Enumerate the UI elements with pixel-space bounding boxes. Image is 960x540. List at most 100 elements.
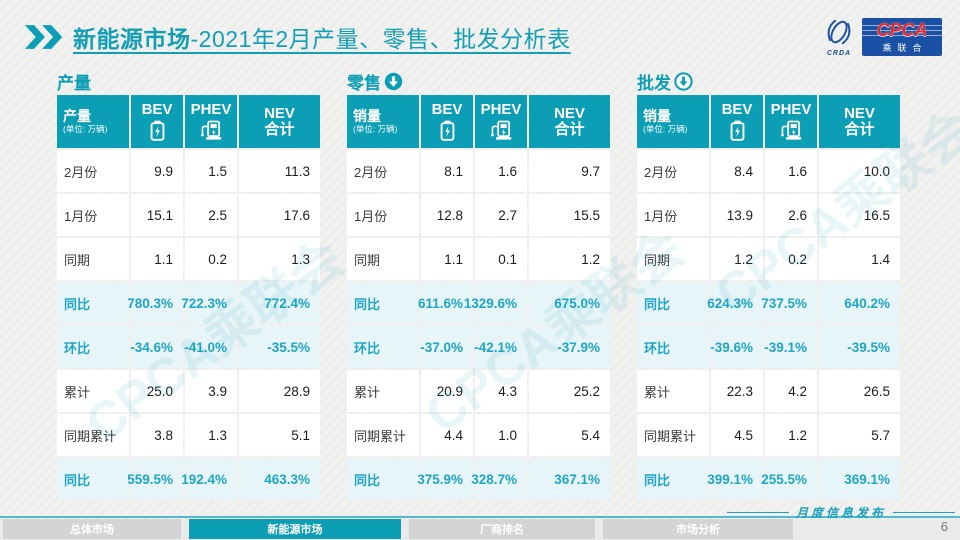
column-label: PHEV [480,100,522,118]
charging-station-icon [200,119,222,142]
battery-icon [148,119,167,142]
cell-value: 3.9 [185,370,237,412]
production-data-table: 产量 (单位: 万辆) BEV PHEV NEV 合计 2月份 9.9 1.5 11.3 1月份 15… [57,95,322,500]
row-header-cell: 产量 (单位: 万辆) [57,95,129,148]
cell-value: 1.1 [421,238,473,280]
cell-value: 4.5 [711,414,763,456]
column-header-nev: NEV 合计 [239,95,320,148]
footer-brand: 月度信息发布 [726,504,955,521]
battery-icon [438,119,457,142]
cell-value: -41.0% [184,326,237,368]
column-header-nev: NEV 合计 [529,95,610,148]
cell-value: 1.6 [765,150,817,192]
cell-value: 1.5 [185,150,237,192]
column-sublabel: 合计 [554,120,585,138]
cell-value: 2.5 [185,194,237,236]
cell-value: 0.2 [765,238,817,280]
tab-oem-ranking[interactable]: 厂商排名 [409,519,595,539]
cell-value: 624.3% [707,282,763,324]
column-header-phev: PHEV [185,95,237,148]
column-label: PHEV [770,100,812,118]
retail-data-table: 销量 (单位: 万辆) BEV PHEV NEV 合计 2月份 8.1 1.6 9.7 1月份 12.… [347,95,612,500]
cell-value: 5.4 [529,414,610,456]
cell-value: -39.5% [819,326,900,368]
cell-value: 16.5 [819,194,900,236]
cell-value: 15.1 [131,194,183,236]
row-header-label: 销量 [353,107,381,124]
column-label: PHEV [190,100,232,118]
cell-value: 1.4 [819,238,900,280]
column-label: BEV [721,100,753,118]
cell-value: 4.4 [421,414,473,456]
wholesale-data-table: 销量 (单位: 万辆) BEV PHEV NEV 合计 2月份 8.4 1.6 10.0 1月份 13… [637,95,902,500]
column-sublabel: 合计 [264,120,295,138]
cell-value: 463.3% [239,458,320,500]
cell-value: -39.6% [710,326,763,368]
footer-divider [0,516,960,518]
column-header-bev: BEV [421,95,473,148]
row-header-cell: 销量 (单位: 万辆) [637,95,709,148]
cell-value: 20.9 [421,370,473,412]
row-header-label: 产量 [63,107,91,124]
brand-line-right [893,512,955,513]
row-label: 2月份 [637,150,709,192]
page-number: 6 [940,519,948,534]
tab-market-analysis[interactable]: 市场分析 [603,519,793,539]
crda-mark: CRDA [821,17,857,57]
row-label: 累计 [347,370,419,412]
cell-value: 4.3 [475,370,527,412]
cpca-subtitle: 乘联合 [882,42,928,53]
cell-value: 640.2% [819,282,900,324]
cell-value: -35.5% [239,326,320,368]
cell-value: 1.6 [475,150,527,192]
row-label: 累计 [57,370,129,412]
bottom-nav: 总体市场 新能源市场 厂商排名 市场分析 [0,519,960,540]
unit-label: (单位: 万辆) [353,123,398,134]
cell-value: 780.3% [127,282,183,324]
row-label: 1月份 [57,194,129,236]
row-label: 1月份 [347,194,419,236]
cell-value: 13.9 [711,194,763,236]
column-header-phev: PHEV [765,95,817,148]
cell-value: -37.9% [529,326,610,368]
row-header-cell: 销量 (单位: 万辆) [347,95,419,148]
row-label: 同比 [57,282,129,324]
double-chevron-icon [24,24,64,50]
cell-value: 722.3% [181,282,237,324]
row-label: 同比 [347,282,419,324]
column-header-bev: BEV [711,95,763,148]
unit-label: (单位: 万辆) [643,123,688,134]
page-title: 新能源市场-2021年2月产量、零售、批发分析表 [73,20,571,54]
cell-value: 1.1 [131,238,183,280]
row-label: 同期累计 [57,414,129,456]
cell-value: 9.9 [131,150,183,192]
cpca-badge: CPCA 乘联合 [862,18,942,56]
cell-value: 737.5% [761,282,817,324]
row-label: 同期 [57,238,129,280]
cell-value: 675.0% [529,282,610,324]
cell-value: 1.3 [239,238,320,280]
section-title: 零售 [347,73,381,93]
cell-value: 12.8 [421,194,473,236]
row-label: 同期累计 [347,414,419,456]
row-label: 环比 [57,326,129,368]
cell-value: 10.0 [819,150,900,192]
page-title-bold: 新能源市场 [73,26,191,52]
row-label: 同期累计 [637,414,709,456]
row-header-label: 销量 [643,107,671,124]
row-label: 同比 [57,458,129,500]
cell-value: 611.6% [418,282,473,324]
cell-value: 255.5% [761,458,817,500]
tab-overall-market[interactable]: 总体市场 [3,519,181,539]
cell-value: 1.2 [529,238,610,280]
tab-nev-market[interactable]: 新能源市场 [189,519,401,539]
cpca-label: CPCA [862,20,942,39]
page-title-rest: -2021年2月产量、零售、批发分析表 [190,26,571,52]
cell-value: 11.3 [239,150,320,192]
cell-value: 5.1 [239,414,320,456]
cell-value: 3.8 [131,414,183,456]
row-label: 2月份 [347,150,419,192]
cell-value: 772.4% [239,282,320,324]
cell-value: 8.1 [421,150,473,192]
cell-value: 2.6 [765,194,817,236]
